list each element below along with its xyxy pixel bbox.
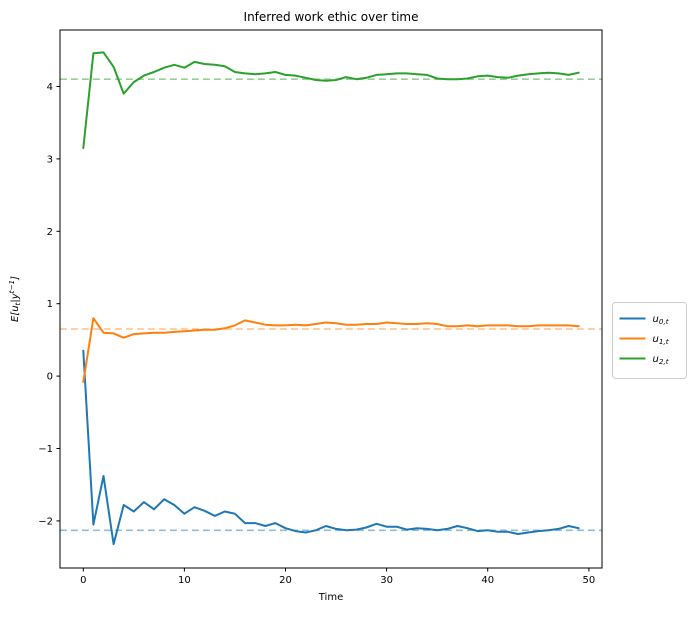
y-tick-label: 4 xyxy=(47,82,53,93)
y-tick-label: 3 xyxy=(47,154,53,165)
x-tick-label: 50 xyxy=(583,575,596,586)
x-tick-label: 40 xyxy=(481,575,494,586)
y-axis-label-text: E[ut|yt−1] xyxy=(7,276,22,322)
x-tick-label: 10 xyxy=(178,575,191,586)
series-lines xyxy=(82,51,580,546)
x-tick-label: 20 xyxy=(279,575,292,586)
x-tick-label: 0 xyxy=(80,575,86,586)
y-tick-label: 1 xyxy=(47,299,53,310)
chart-title: Inferred work ethic over time xyxy=(244,10,419,24)
x-axis-ticks: 0 10 20 30 40 50 xyxy=(80,568,595,586)
x-tick-label: 30 xyxy=(380,575,393,586)
legend-label-u1t: u1,t xyxy=(653,334,670,346)
series-line-u1t xyxy=(82,317,580,383)
legend-box xyxy=(612,302,687,379)
y-axis-ticks: −2 −1 0 1 2 3 4 xyxy=(38,82,60,527)
y-tick-label: −2 xyxy=(38,516,53,527)
y-tick-label: 2 xyxy=(47,227,53,238)
series-line-u2t xyxy=(82,51,580,149)
y-axis-label: E[ut|yt−1] xyxy=(7,276,22,322)
y-tick-label: 0 xyxy=(47,372,53,383)
legend-label-u2t: u2,t xyxy=(653,354,670,366)
legend-label-u0t: u0,t xyxy=(653,314,670,326)
y-tick-label: −1 xyxy=(38,444,53,455)
plot-area-border xyxy=(59,29,603,569)
x-axis-label: Time xyxy=(318,592,343,603)
series-line-u0t xyxy=(82,349,580,546)
reference-lines xyxy=(60,78,602,532)
legend: u0,t u1,t u2,t xyxy=(612,302,687,379)
